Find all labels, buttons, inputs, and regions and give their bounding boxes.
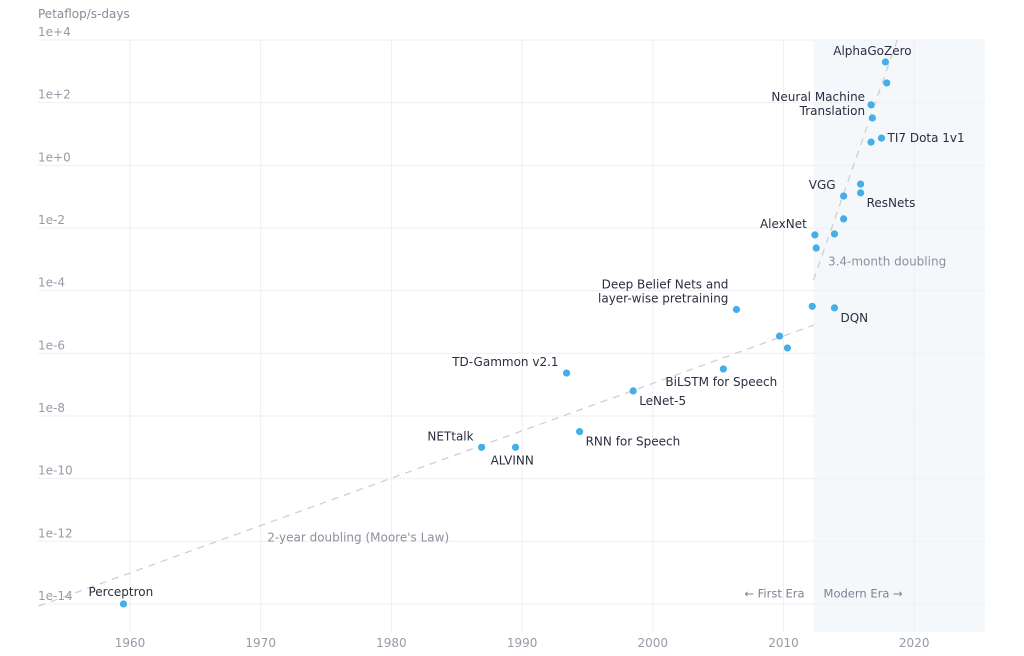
point-label-line: Deep Belief Nets and — [602, 277, 729, 291]
data-point — [562, 369, 571, 377]
point-label: VGG — [809, 178, 836, 192]
point-label: Neural Machine Translation — [771, 90, 865, 118]
point-labels-layer: Perceptron NETtalk ALVINN TD-Gammon v2.1 RNN… — [88, 44, 964, 599]
y-tick-label: 1e+0 — [38, 150, 71, 164]
data-point — [857, 180, 865, 188]
y-axis: 1e+4 1e+2 1e+0 1e-2 1e-4 1e-6 1e-8 1e-10 1e-12 1e… — [38, 25, 73, 603]
y-tick-label: 1e-4 — [38, 276, 65, 290]
point-label-line: TD-Gammon v2.1 — [451, 355, 558, 369]
trend-lines-layer — [38, 39, 898, 607]
point-label-line: TI7 Dota 1v1 — [887, 131, 965, 145]
point-label: ResNets — [867, 196, 916, 210]
data-point — [732, 305, 741, 314]
point-label-line: AlphaGoZero — [833, 44, 911, 58]
y-tick-label: 1e-10 — [38, 464, 73, 478]
data-point — [808, 302, 816, 310]
data-point — [883, 79, 891, 87]
x-tick-label: 2000 — [638, 636, 669, 650]
y-tick-label: 1e-14 — [38, 589, 73, 603]
x-axis: 1960 1970 1980 1990 2000 2010 2020 — [115, 636, 930, 650]
point-label-line: ALVINN — [491, 453, 534, 467]
point-label: TD-Gammon v2.1 — [451, 355, 558, 369]
point-label: AlexNet — [760, 217, 807, 231]
point-label: NETtalk — [427, 429, 473, 443]
point-label-line: Neural Machine — [771, 90, 865, 104]
y-axis-title: Petaflop/s-days — [38, 7, 130, 21]
x-tick-label: 1990 — [507, 636, 538, 650]
point-label-line: NETtalk — [427, 429, 473, 443]
data-point — [867, 138, 875, 146]
data-point — [775, 332, 784, 340]
data-point — [812, 244, 820, 252]
data-point — [857, 189, 865, 197]
point-label: TI7 Dota 1v1 — [887, 131, 965, 145]
point-label: RNN for Speech — [586, 435, 681, 449]
point-label-line: BiLSTM for Speech — [665, 375, 777, 389]
data-point — [719, 365, 727, 373]
point-label-line: layer-wise pretraining — [598, 291, 728, 305]
y-tick-label: 1e-8 — [38, 401, 65, 415]
trend-annotation: 2-year doubling (Moore's Law) — [267, 530, 449, 544]
first-era-label: ← First Era — [744, 587, 804, 601]
data-point — [576, 428, 584, 436]
regions-layer — [813, 40, 985, 632]
data-point — [511, 443, 520, 451]
data-point — [477, 443, 486, 451]
point-label-line: LeNet-5 — [639, 394, 686, 408]
data-point — [830, 230, 839, 238]
data-point — [119, 600, 128, 608]
points-layer — [119, 58, 891, 608]
y-tick-label: 1e+4 — [38, 25, 71, 39]
point-label-line: VGG — [809, 178, 836, 192]
x-tick-label: 1960 — [115, 636, 146, 650]
trend-line — [812, 39, 898, 281]
modern-era-label: Modern Era → — [824, 587, 903, 601]
data-point — [867, 101, 875, 109]
data-point — [783, 344, 792, 352]
point-label-line: Perceptron — [88, 585, 153, 599]
x-tick-label: 1970 — [245, 636, 276, 650]
x-tick-label: 2020 — [899, 636, 930, 650]
annotations-layer: 2-year doubling (Moore's Law) 3.4-month d… — [267, 255, 946, 601]
y-tick-label: 1e-2 — [38, 213, 65, 227]
y-tick-label: 1e-6 — [38, 338, 65, 352]
data-point — [877, 134, 886, 142]
point-label: Perceptron — [88, 585, 153, 599]
point-label: DQN — [840, 311, 868, 325]
data-point — [629, 387, 637, 395]
x-tick-label: 1980 — [376, 636, 407, 650]
grid-layer — [38, 39, 985, 632]
point-label: LeNet-5 — [639, 394, 686, 408]
point-label-line: Translation — [799, 104, 865, 118]
data-point — [840, 215, 848, 223]
point-label: BiLSTM for Speech — [665, 375, 777, 389]
trend-line — [38, 324, 814, 607]
y-tick-label: 1e-12 — [38, 526, 73, 540]
data-point — [881, 58, 890, 66]
point-label-line: AlexNet — [760, 217, 807, 231]
modern-era-region — [813, 40, 985, 632]
data-point — [811, 231, 819, 239]
point-label-line: RNN for Speech — [586, 435, 681, 449]
data-point — [840, 192, 848, 200]
point-label-line: ResNets — [867, 196, 916, 210]
point-label: Deep Belief Nets and layer-wise pretraini… — [598, 277, 728, 305]
point-label: AlphaGoZero — [833, 44, 911, 58]
data-point — [868, 114, 876, 122]
x-tick-label: 2010 — [768, 636, 799, 650]
data-point — [830, 304, 839, 312]
point-label-line: DQN — [840, 311, 868, 325]
y-tick-label: 1e+2 — [38, 88, 71, 102]
trend-annotation: 3.4-month doubling — [828, 255, 946, 269]
point-label: ALVINN — [491, 453, 534, 467]
